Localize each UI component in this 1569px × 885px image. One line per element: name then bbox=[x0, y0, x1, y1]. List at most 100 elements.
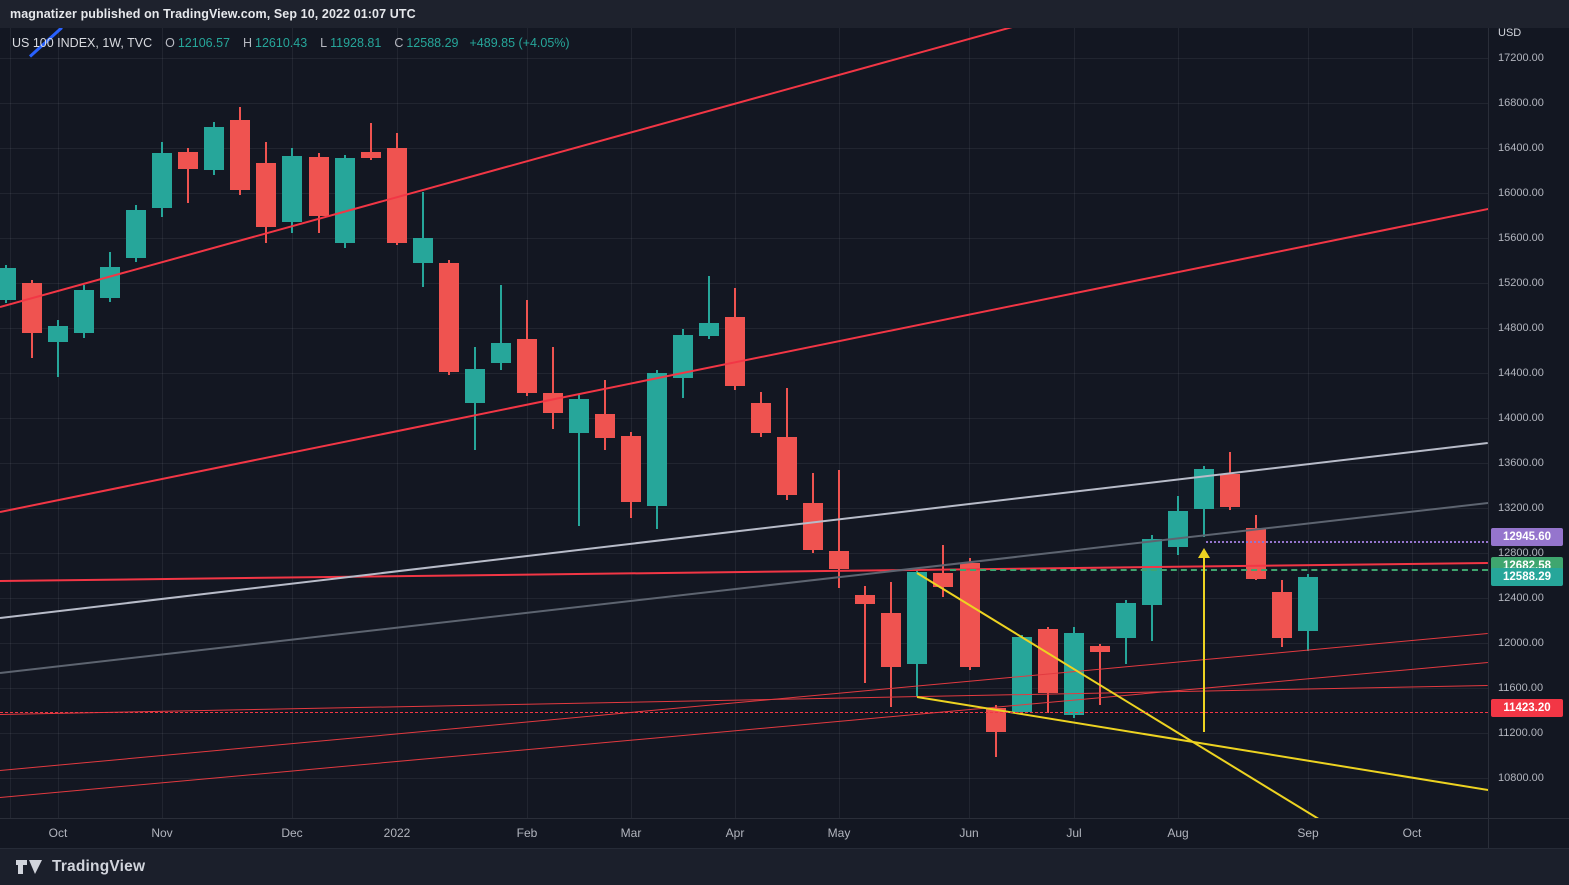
gridline-vertical bbox=[969, 28, 970, 818]
candle[interactable] bbox=[751, 403, 772, 433]
candle[interactable] bbox=[386, 148, 407, 243]
tradingview-wordmark[interactable]: TradingView bbox=[52, 858, 146, 875]
candle-wick[interactable] bbox=[57, 320, 60, 377]
candle[interactable] bbox=[360, 152, 381, 159]
candle-wick[interactable] bbox=[577, 395, 580, 526]
candle[interactable] bbox=[1272, 592, 1292, 638]
candle[interactable] bbox=[647, 373, 667, 506]
candle[interactable] bbox=[1245, 528, 1266, 579]
chart-legend[interactable]: US 100 INDEX, 1W, TVC O 12106.57 H 12610… bbox=[12, 36, 570, 50]
candle[interactable] bbox=[907, 572, 928, 664]
price-tick-label: 15200.00 bbox=[1498, 277, 1544, 289]
candle-wick[interactable] bbox=[864, 585, 867, 683]
candle[interactable] bbox=[1089, 646, 1110, 652]
candle[interactable] bbox=[829, 551, 850, 569]
level-green-dashed[interactable] bbox=[950, 569, 1488, 571]
candle[interactable] bbox=[699, 323, 720, 336]
candle[interactable] bbox=[621, 436, 641, 502]
candle[interactable] bbox=[881, 612, 902, 667]
candle[interactable] bbox=[1115, 602, 1136, 638]
gridline-horizontal bbox=[0, 778, 1488, 779]
candle[interactable] bbox=[438, 263, 459, 372]
level-red-dashed[interactable] bbox=[0, 712, 1488, 713]
candle[interactable] bbox=[933, 573, 954, 587]
price-tick-label: 11200.00 bbox=[1498, 727, 1544, 739]
candle-wick[interactable] bbox=[838, 470, 841, 588]
price-tick-label: 16400.00 bbox=[1498, 142, 1544, 154]
low-label: L bbox=[320, 36, 328, 50]
gridline-vertical bbox=[1308, 28, 1309, 818]
candle[interactable] bbox=[568, 399, 589, 433]
candle[interactable] bbox=[464, 368, 485, 403]
candle[interactable] bbox=[204, 127, 225, 171]
high-label: H bbox=[242, 36, 253, 50]
candle[interactable] bbox=[777, 437, 798, 495]
gridline-vertical bbox=[631, 28, 632, 818]
candle[interactable] bbox=[725, 317, 746, 387]
trendline-red-fan-1[interactable] bbox=[0, 633, 1488, 771]
tradingview-logo-icon[interactable] bbox=[16, 858, 43, 876]
candle-wick[interactable] bbox=[1098, 644, 1101, 705]
candle-wick[interactable] bbox=[499, 285, 502, 370]
candle[interactable] bbox=[1141, 539, 1162, 605]
candle-wick[interactable] bbox=[708, 276, 711, 339]
time-axis[interactable]: Oct Nov Dec 2022 Feb Mar Apr May Jun Jul Aug Sep Oct bbox=[0, 818, 1569, 849]
candle[interactable] bbox=[959, 563, 980, 667]
candle[interactable] bbox=[985, 708, 1006, 732]
candle[interactable] bbox=[152, 153, 173, 208]
trendline-gray[interactable] bbox=[0, 502, 1488, 674]
candle[interactable] bbox=[673, 335, 693, 378]
candle[interactable] bbox=[308, 157, 329, 216]
candle[interactable] bbox=[1298, 576, 1318, 631]
candle-wick[interactable] bbox=[187, 148, 190, 203]
candle[interactable] bbox=[334, 158, 355, 243]
candle[interactable] bbox=[230, 120, 251, 190]
candle[interactable] bbox=[126, 210, 147, 258]
trendline-red-flat-lower[interactable] bbox=[0, 684, 1488, 715]
candle[interactable] bbox=[516, 339, 537, 393]
candle[interactable] bbox=[282, 156, 303, 222]
candle[interactable] bbox=[178, 152, 199, 170]
time-tick-label: Aug bbox=[1167, 826, 1189, 840]
axis-corner-separator bbox=[1488, 819, 1489, 849]
symbol-title[interactable]: US 100 INDEX, 1W, TVC bbox=[12, 36, 153, 50]
gridline-vertical bbox=[58, 28, 59, 818]
time-tick-label: Dec bbox=[281, 826, 303, 840]
candle-wick[interactable] bbox=[369, 123, 372, 161]
price-level-badge: 12945.60 bbox=[1491, 528, 1563, 546]
candle[interactable] bbox=[803, 503, 824, 550]
candle[interactable] bbox=[0, 268, 16, 300]
gridline-vertical bbox=[10, 28, 11, 818]
time-tick-label: Oct bbox=[48, 826, 68, 840]
candle[interactable] bbox=[1219, 474, 1240, 507]
level-purple-dotted[interactable] bbox=[1206, 541, 1488, 543]
price-tick-label: 11600.00 bbox=[1498, 682, 1544, 694]
arrow-yellow-up[interactable] bbox=[1203, 558, 1205, 732]
candle[interactable] bbox=[100, 267, 121, 298]
candle-wick[interactable] bbox=[551, 347, 554, 429]
price-tick-label: 13600.00 bbox=[1498, 457, 1544, 469]
candle[interactable] bbox=[490, 343, 511, 363]
chart-canvas[interactable]: US 100 INDEX, 1W, TVC O 12106.57 H 12610… bbox=[0, 28, 1488, 818]
currency-label: USD bbox=[1498, 27, 1522, 39]
candle[interactable] bbox=[1167, 511, 1188, 547]
candle[interactable] bbox=[256, 163, 277, 227]
candle[interactable] bbox=[48, 326, 69, 342]
time-tick-label: Mar bbox=[620, 826, 642, 840]
time-tick-label: Jun bbox=[959, 826, 979, 840]
candle[interactable] bbox=[1011, 637, 1032, 712]
price-axis[interactable]: USD 17200.00 16800.00 16400.00 16000.00 1560… bbox=[1488, 27, 1569, 818]
candle[interactable] bbox=[1063, 633, 1084, 715]
candle-wick[interactable] bbox=[942, 545, 945, 597]
candle[interactable] bbox=[594, 413, 615, 438]
gridline-horizontal bbox=[0, 598, 1488, 599]
candle[interactable] bbox=[412, 238, 433, 263]
candle[interactable] bbox=[542, 393, 563, 413]
candle[interactable] bbox=[1037, 629, 1058, 693]
candle[interactable] bbox=[74, 290, 95, 333]
candle[interactable] bbox=[855, 594, 876, 604]
candle[interactable] bbox=[1193, 469, 1214, 509]
gridline-horizontal bbox=[0, 553, 1488, 554]
candle[interactable] bbox=[22, 283, 42, 333]
gridline-horizontal bbox=[0, 733, 1488, 734]
